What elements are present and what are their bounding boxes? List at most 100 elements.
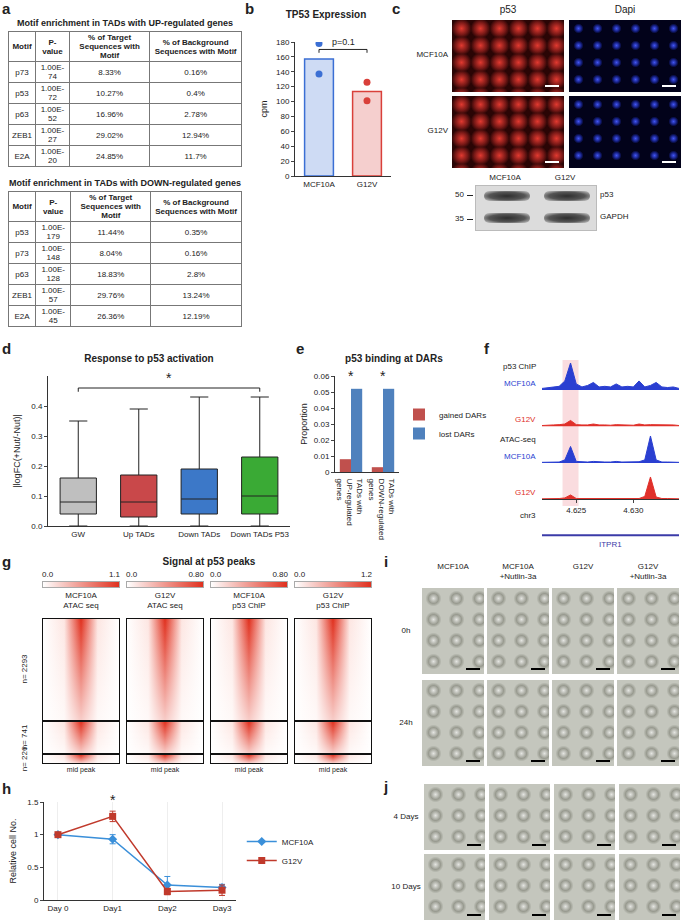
- html-text:1.00E-45: 1.00E-45: [41, 307, 65, 325]
- svg-text:p=0.1: p=0.1: [332, 37, 355, 47]
- html-text:16.96%: 16.96%: [96, 109, 124, 119]
- svg-text:0.5: 0.5: [27, 863, 39, 872]
- html-text:29.02%: 29.02%: [96, 130, 124, 140]
- html-text:ZEB1: ZEB1: [12, 130, 32, 140]
- svg-text:0.2: 0.2: [31, 462, 43, 471]
- svg-text:gained DARs: gained DARs: [439, 411, 486, 420]
- html-text:% of Target Sequences with Mot: % of Target Sequences with Motif: [79, 33, 140, 60]
- svg-text:MCF10A: MCF10A: [282, 838, 314, 847]
- svg-text:Down TADs: Down TADs: [178, 530, 220, 539]
- html-text:1.00E-57: 1.00E-57: [41, 286, 65, 304]
- svg-text:lost DARs: lost DARs: [439, 430, 475, 439]
- svg-text:Day1: Day1: [103, 904, 122, 913]
- svg-text:0.4: 0.4: [31, 402, 43, 411]
- svg-text:Day3: Day3: [213, 904, 232, 913]
- html-text:1.00E-179: 1.00E-179: [41, 223, 65, 241]
- svg-text:Down TADs P53: Down TADs P53: [231, 530, 290, 539]
- svg-text:Up TADs: Up TADs: [123, 530, 155, 539]
- svg-text:0.04: 0.04: [314, 404, 330, 413]
- html-text:d: d: [2, 340, 12, 357]
- svg-text:4.630: 4.630: [623, 506, 644, 515]
- svg-text:Relative cell No.: Relative cell No.: [8, 818, 18, 883]
- html-text:p53: p53: [15, 88, 29, 98]
- svg-text:MCF10A: MCF10A: [504, 452, 536, 461]
- svg-text:Day2: Day2: [158, 904, 177, 913]
- svg-text:p53 ChIP: p53 ChIP: [503, 362, 536, 371]
- svg-text:G12V: G12V: [515, 488, 536, 497]
- svg-text:Proportion: Proportion: [299, 403, 309, 445]
- svg-text:0: 0: [325, 468, 330, 477]
- html-text:12.94%: 12.94%: [182, 130, 210, 140]
- html-text:1.00E-74: 1.00E-74: [40, 63, 65, 81]
- html-text:P-value: P-value: [43, 197, 64, 216]
- html-text:p73: p73: [15, 67, 29, 77]
- svg-text:80: 80: [280, 112, 289, 121]
- html-text:1.00E-72: 1.00E-72: [40, 84, 65, 102]
- html-text:p63: p63: [15, 109, 29, 119]
- svg-text:TADs withDOWN-regulatedgenes: TADs withDOWN-regulatedgenes: [367, 479, 397, 540]
- svg-text:160: 160: [276, 53, 290, 62]
- svg-text:40: 40: [280, 142, 289, 151]
- svg-text:140: 140: [276, 68, 290, 77]
- svg-text:0.0: 0.0: [31, 522, 43, 531]
- html-text:10.27%: 10.27%: [96, 88, 124, 98]
- svg-text:20: 20: [280, 157, 289, 166]
- svg-text:MCF10A: MCF10A: [303, 180, 335, 189]
- html-text:h: h: [2, 780, 12, 797]
- svg-text:*: *: [348, 368, 354, 384]
- svg-text:1: 1: [34, 830, 39, 839]
- svg-text:|logFC(+Nut/-Nut)|: |logFC(+Nut/-Nut)|: [12, 414, 22, 487]
- html-text:% of Target Sequences with Mot: % of Target Sequences with Motif: [80, 193, 141, 220]
- html-text:b: b: [245, 0, 255, 17]
- svg-text:MCF10A: MCF10A: [504, 379, 536, 388]
- html-text:g: g: [2, 553, 12, 570]
- svg-text:0.03: 0.03: [314, 420, 330, 429]
- html-text:Signal at p53 peaks: Signal at p53 peaks: [162, 556, 256, 567]
- html-text:1.00E-128: 1.00E-128: [41, 265, 65, 283]
- html-text:1.00E-20: 1.00E-20: [40, 147, 65, 165]
- html-text:p53: p53: [499, 4, 517, 15]
- html-text:1.00E-148: 1.00E-148: [41, 244, 65, 262]
- svg-text:*: *: [380, 368, 386, 384]
- html-text:P-value: P-value: [42, 37, 63, 56]
- svg-text:Response to p53 activation: Response to p53 activation: [84, 353, 213, 364]
- svg-text:*: *: [110, 792, 116, 808]
- svg-text:G12V: G12V: [282, 857, 303, 866]
- html-text:8.33%: 8.33%: [98, 67, 121, 77]
- svg-text:0.06: 0.06: [314, 372, 330, 381]
- svg-text:Day 0: Day 0: [48, 904, 69, 913]
- svg-text:TADs withUP-regulatedgenes: TADs withUP-regulatedgenes: [335, 479, 365, 526]
- html-text:0.16%: 0.16%: [184, 67, 207, 77]
- svg-text:4.625: 4.625: [566, 506, 587, 515]
- html-text:1.00E-52: 1.00E-52: [40, 105, 65, 123]
- svg-text:TP53 Expression: TP53 Expression: [286, 9, 367, 20]
- svg-text:120: 120: [276, 82, 290, 91]
- svg-text:0.02: 0.02: [314, 436, 330, 445]
- svg-text:ITPR1: ITPR1: [599, 540, 622, 549]
- html-text:2.78%: 2.78%: [184, 109, 207, 119]
- svg-text:0.05: 0.05: [314, 388, 330, 397]
- svg-text:0.3: 0.3: [31, 432, 43, 441]
- svg-text:cpm: cpm: [259, 100, 269, 117]
- html-text:0.4%: 0.4%: [186, 88, 205, 98]
- svg-text:GW: GW: [71, 530, 85, 539]
- svg-text:G12V: G12V: [515, 415, 536, 424]
- html-text:% of Background Sequences with: % of Background Sequences with Motif: [155, 197, 237, 216]
- html-text:Dapi: Dapi: [614, 4, 636, 15]
- svg-text:G12V: G12V: [357, 180, 378, 189]
- svg-text:60: 60: [280, 127, 289, 136]
- html-text:% of Background Sequences with: % of Background Sequences with Motif: [154, 37, 237, 56]
- svg-text:0.1: 0.1: [31, 492, 43, 501]
- svg-text:0: 0: [34, 896, 39, 905]
- html-text:1.00E-27: 1.00E-27: [40, 126, 65, 144]
- svg-text:0.01: 0.01: [314, 452, 330, 461]
- svg-text:1.5: 1.5: [27, 798, 39, 807]
- svg-text:chr3: chr3: [520, 511, 536, 520]
- svg-text:0: 0: [285, 172, 290, 181]
- html-text:Motif enrichment in TADs with: Motif enrichment in TADs with UP-regulat…: [17, 18, 233, 28]
- svg-text:180: 180: [276, 38, 290, 47]
- svg-text:p53 binding at DARs: p53 binding at DARs: [345, 353, 443, 364]
- svg-text:ATAC-seq: ATAC-seq: [500, 435, 536, 444]
- svg-text:*: *: [166, 370, 172, 386]
- svg-text:100: 100: [276, 97, 290, 106]
